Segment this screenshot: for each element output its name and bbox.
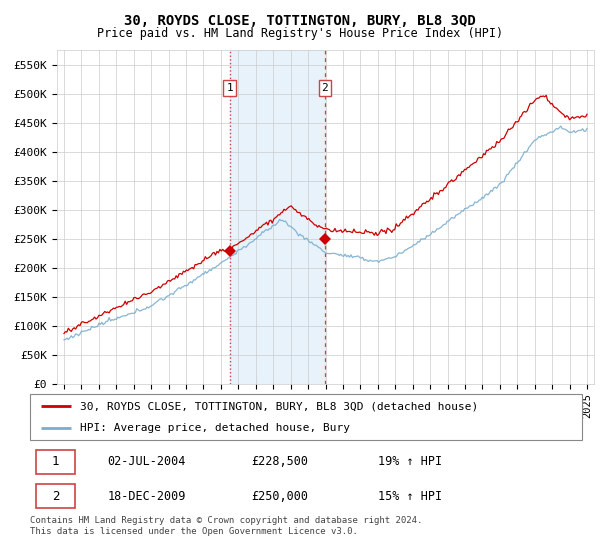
Text: 1: 1 [226,83,233,93]
Text: £228,500: £228,500 [251,455,308,468]
Text: 02-JUL-2004: 02-JUL-2004 [107,455,185,468]
Bar [230,50,325,384]
Bar [35,450,75,474]
Text: 30, ROYDS CLOSE, TOTTINGTON, BURY, BL8 3QD: 30, ROYDS CLOSE, TOTTINGTON, BURY, BL8 3… [124,14,476,28]
Text: 2: 2 [322,83,328,93]
Text: 2: 2 [52,489,59,503]
Bar [35,484,75,508]
Text: HPI: Average price, detached house, Bury: HPI: Average price, detached house, Bury [80,423,350,433]
Text: 18-DEC-2009: 18-DEC-2009 [107,489,185,503]
Text: 1: 1 [52,455,59,468]
Text: Price paid vs. HM Land Registry's House Price Index (HPI): Price paid vs. HM Land Registry's House … [97,27,503,40]
Text: 30, ROYDS CLOSE, TOTTINGTON, BURY, BL8 3QD (detached house): 30, ROYDS CLOSE, TOTTINGTON, BURY, BL8 3… [80,401,478,411]
Text: £250,000: £250,000 [251,489,308,503]
Text: Contains HM Land Registry data © Crown copyright and database right 2024.
This d: Contains HM Land Registry data © Crown c… [30,516,422,536]
Text: 19% ↑ HPI: 19% ↑ HPI [378,455,442,468]
Text: 15% ↑ HPI: 15% ↑ HPI [378,489,442,503]
